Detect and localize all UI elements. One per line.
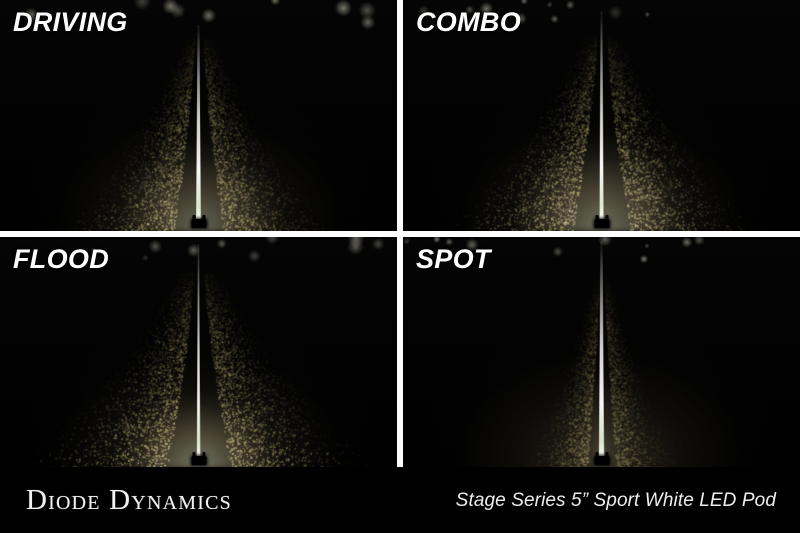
horizon-specks-flood — [0, 237, 389, 270]
product-name: Stage Series 5” Sport White LED Pod — [455, 489, 776, 511]
led-pod-silhouette-combo — [594, 215, 609, 228]
brand-logo: Diode Dynamics — [26, 483, 232, 516]
beam-pattern-grid: DRIVING COMBO FLOOD — [0, 0, 800, 468]
beam-label-spot: SPOT — [416, 244, 491, 274]
beam-cell-spot: SPOT — [403, 237, 800, 468]
horizon-specks-driving — [0, 0, 389, 33]
led-pod-silhouette-driving — [191, 215, 206, 228]
beam-cell-combo: COMBO — [403, 0, 800, 231]
beam-cell-flood: FLOOD — [0, 237, 397, 468]
beam-label-driving: DRIVING — [13, 7, 128, 37]
horizon-specks-spot — [403, 237, 792, 270]
led-pod-silhouette-flood — [191, 452, 206, 465]
beam-cell-driving: DRIVING — [0, 0, 397, 231]
beam-label-flood: FLOOD — [13, 244, 109, 274]
beam-label-combo: COMBO — [416, 7, 521, 37]
led-pod-silhouette-spot — [594, 452, 609, 465]
footer-bar: Diode Dynamics Stage Series 5” Sport Whi… — [0, 467, 800, 533]
horizon-specks-combo — [403, 0, 792, 33]
